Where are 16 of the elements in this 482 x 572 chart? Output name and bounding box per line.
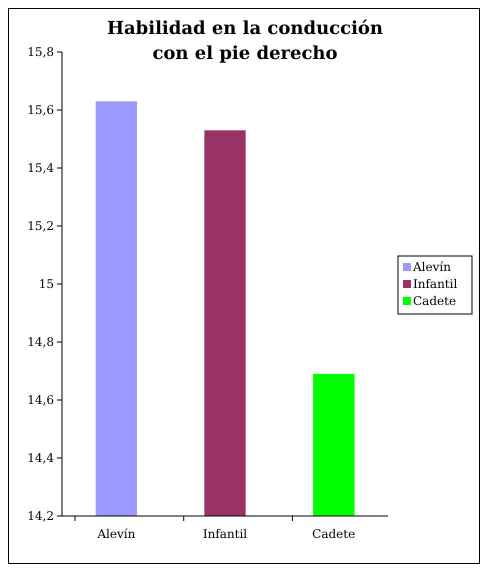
y-tick-label: 15,8 bbox=[27, 45, 54, 60]
x-tick-label: Infantil bbox=[202, 527, 248, 541]
y-tick-label: 14,2 bbox=[27, 509, 54, 524]
chart-title: Habilidad en la conducción con el pie derecho bbox=[106, 18, 384, 64]
legend-label: Infantil bbox=[413, 277, 458, 291]
x-tick-label: Cadete bbox=[312, 527, 356, 541]
y-tick-label: 15,4 bbox=[27, 161, 54, 176]
legend-label: Cadete bbox=[413, 294, 456, 308]
y-tick-label: 15,2 bbox=[27, 219, 54, 234]
legend-label: Alevín bbox=[412, 260, 452, 274]
y-tick-label: 15 bbox=[38, 277, 54, 292]
x-tick-label: Alevín bbox=[96, 527, 136, 541]
y-tick-label: 14,8 bbox=[27, 335, 54, 350]
y-tick-label: 14,4 bbox=[27, 451, 54, 466]
y-tick-label: 14,6 bbox=[27, 393, 54, 408]
y-tick-label: 15,6 bbox=[27, 103, 54, 118]
